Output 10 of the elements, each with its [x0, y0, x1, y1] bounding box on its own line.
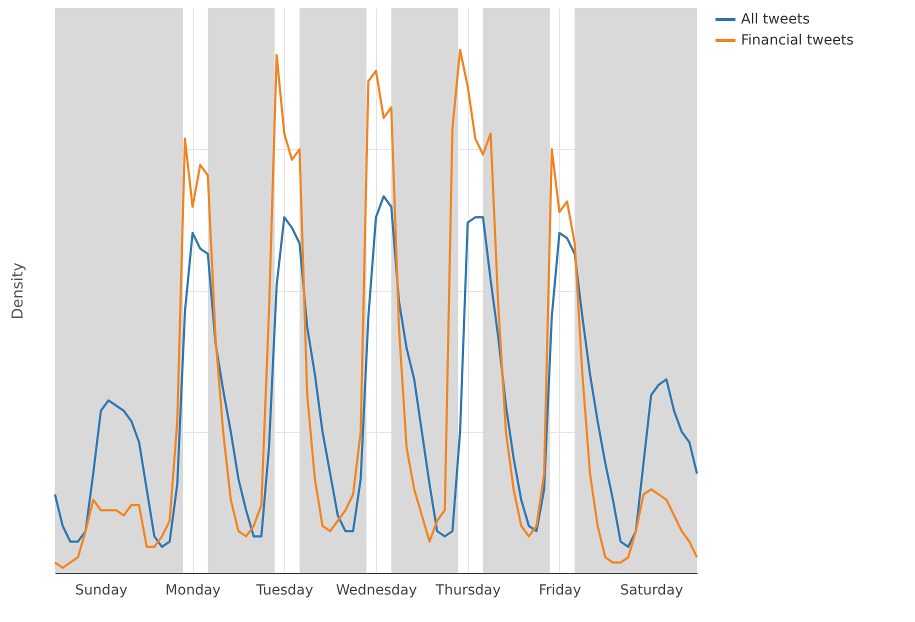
x-tick-label: Saturday	[620, 582, 684, 598]
y-axis-title: Density	[8, 262, 26, 320]
x-tick-label: Thursday	[434, 582, 501, 598]
x-tick-label: Wednesday	[336, 582, 418, 598]
x-tick-label: Tuesday	[255, 582, 314, 598]
x-tick-label: Sunday	[75, 582, 128, 598]
x-tick-label: Friday	[538, 582, 582, 598]
legend-label: All tweets	[741, 12, 810, 28]
x-tick-label: Monday	[165, 582, 221, 598]
legend-label: Financial tweets	[741, 32, 854, 48]
